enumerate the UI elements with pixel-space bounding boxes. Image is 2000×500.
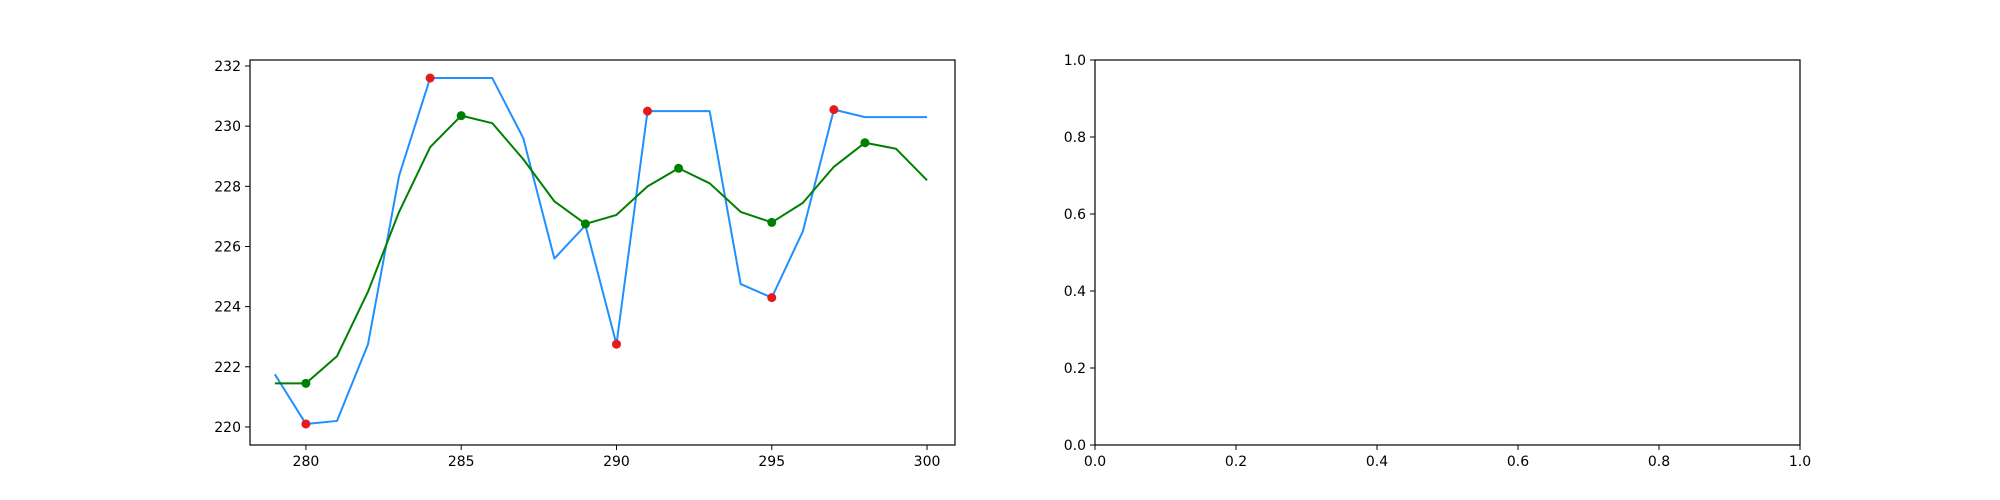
left-marker-0-5 (829, 105, 839, 115)
left-x-tick-label-2: 290 (603, 454, 630, 470)
left-axes-frame (249, 59, 956, 446)
left-marker-0-3 (643, 106, 653, 116)
left-marker-1-1 (456, 111, 466, 121)
right-y-tick-label-5: 1.0 (1064, 53, 1086, 69)
right-x-tick-label-4: 0.8 (1648, 454, 1670, 470)
left-y-tick-label-2: 224 (214, 300, 241, 316)
right-x-tick-label-0: 0.0 (1084, 454, 1106, 470)
right-x-tick-label-2: 0.4 (1366, 454, 1388, 470)
right-x-tick-label-3: 0.6 (1507, 454, 1529, 470)
right-x-tick-label-1: 0.2 (1225, 454, 1247, 470)
left-marker-0-1 (425, 73, 435, 83)
left-y-tick-label-0: 220 (214, 420, 241, 436)
left-marker-1-2 (580, 219, 590, 229)
left-x-tick-label-1: 285 (448, 454, 475, 470)
left-marker-0-2 (611, 339, 621, 349)
left-series-line-1 (274, 114, 928, 385)
left-y-tick-label-3: 226 (214, 239, 241, 255)
left-marker-1-5 (860, 138, 870, 148)
left-marker-1-4 (767, 217, 777, 227)
left-y-tick-label-5: 230 (214, 119, 241, 135)
chart-left: 280 285 290 295 300 220 222 224 226 228 230 232 (214, 59, 956, 470)
left-marker-1-3 (674, 163, 684, 173)
left-marker-1-0 (301, 378, 311, 388)
right-axes-frame (1094, 59, 1801, 446)
right-y-tick-label-4: 0.8 (1064, 130, 1086, 146)
right-y-tick-label-1: 0.2 (1064, 361, 1086, 377)
left-marker-0-0 (301, 419, 311, 429)
left-y-tick-label-6: 232 (214, 59, 241, 75)
right-y-tick-label-0: 0.0 (1064, 438, 1086, 454)
chart-right: 0.0 0.2 0.4 0.6 0.8 1.0 0.0 0.2 0.4 0.6 0.8 1.0 (1064, 53, 1811, 470)
left-series-line-0 (274, 77, 928, 425)
right-y-tick-label-2: 0.4 (1064, 284, 1086, 300)
left-x-tick-label-3: 295 (758, 454, 785, 470)
right-y-tick-label-3: 0.6 (1064, 207, 1086, 223)
right-x-tick-label-5: 1.0 (1789, 454, 1811, 470)
left-x-tick-label-0: 280 (293, 454, 320, 470)
left-x-tick-label-4: 300 (914, 454, 941, 470)
left-y-tick-label-1: 222 (214, 360, 241, 376)
left-y-tick-label-4: 228 (214, 179, 241, 195)
left-marker-0-4 (767, 293, 777, 303)
